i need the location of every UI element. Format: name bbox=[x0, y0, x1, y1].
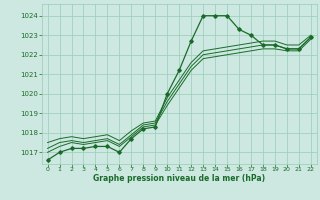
X-axis label: Graphe pression niveau de la mer (hPa): Graphe pression niveau de la mer (hPa) bbox=[93, 174, 265, 183]
